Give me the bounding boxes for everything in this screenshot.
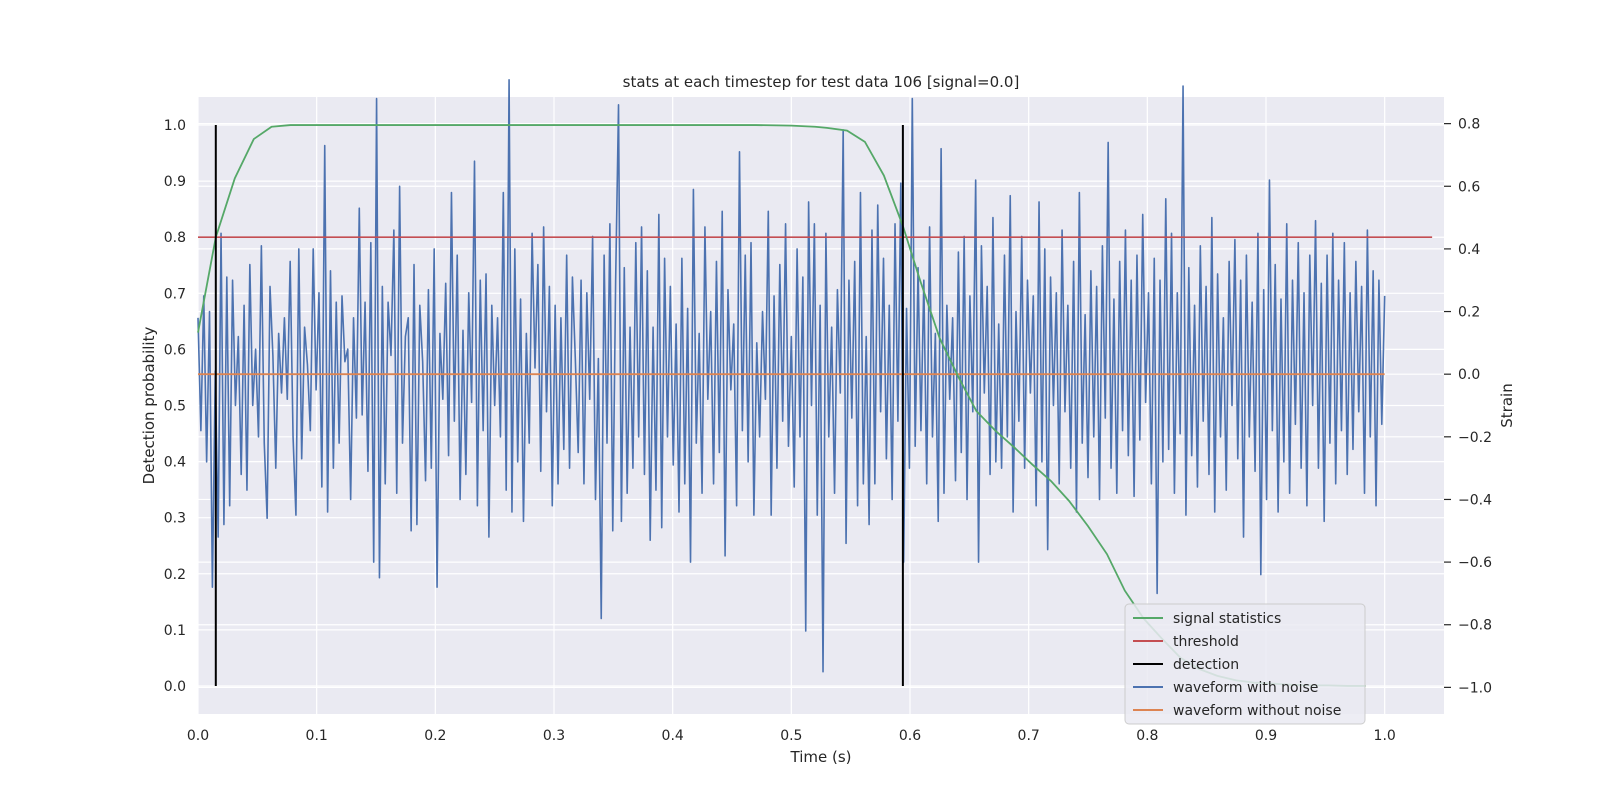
y-tick-label: 0.4 [164,455,186,471]
y-tick-label: 0.5 [164,399,186,415]
x-tick-label: 0.9 [1255,728,1277,744]
x-tick-label: 0.1 [306,728,328,744]
y-tick-label: 0.3 [164,511,186,527]
x-tick-label: 0.5 [780,728,802,744]
x-tick-label: 0.8 [1136,728,1158,744]
legend-box [1124,603,1366,725]
y-tick-label: 0.2 [164,567,186,583]
y2-tick-label: 0.6 [1458,179,1480,195]
y2-tick-label: −0.2 [1458,430,1492,446]
legend-entry: detection [1173,657,1239,673]
y-tick-label: 0.9 [164,174,186,190]
y2-tick-label: −0.4 [1458,492,1492,508]
y-axis-label: Detection probability [140,327,158,485]
chart-title: stats at each timestep for test data 106… [623,73,1020,91]
x-tick-label: 0.6 [899,728,921,744]
y-tick-label: 0.7 [164,286,186,302]
legend-entry: threshold [1173,634,1239,650]
y-tick-label: 0.8 [164,230,186,246]
y-tick-label: 0.0 [164,679,186,695]
legend-entry: signal statistics [1173,611,1281,627]
y2-tick-label: 0.0 [1458,367,1480,383]
x-tick-label: 0.7 [1018,728,1040,744]
y-tick-label: 1.0 [164,118,186,134]
y-tick-label: 0.6 [164,342,186,358]
x-tick-label: 1.0 [1374,728,1396,744]
x-tick-label: 0.2 [424,728,446,744]
y-tick-label: 0.1 [164,623,186,639]
y2-tick-label: −0.6 [1458,555,1492,571]
x-tick-label: 0.0 [187,728,209,744]
y2-tick-label: 0.8 [1458,117,1480,133]
y2-tick-label: 0.2 [1458,305,1480,321]
axes: 0.0 0.1 0.2 0.3 0.4 0.5 0.6 0.7 0.8 0.9 1.0 0.0 0.1 0… [164,117,1492,744]
series-waveform-with-noise [197,78,1386,673]
x-tick-label: 0.3 [543,728,565,744]
y2-tick-label: 0.4 [1458,242,1480,258]
x-axis-label: Time (s) [790,748,852,766]
y2-axis-label: Strain [1498,383,1516,427]
y2-tick-label: −0.8 [1458,618,1492,634]
y2-tick-label: −1.0 [1458,680,1492,696]
legend-entry: waveform with noise [1173,680,1318,696]
x-tick-label: 0.4 [662,728,684,744]
legend-entry: waveform without noise [1173,703,1341,719]
legend: signal statistics threshold detection wavef… [1124,603,1366,725]
